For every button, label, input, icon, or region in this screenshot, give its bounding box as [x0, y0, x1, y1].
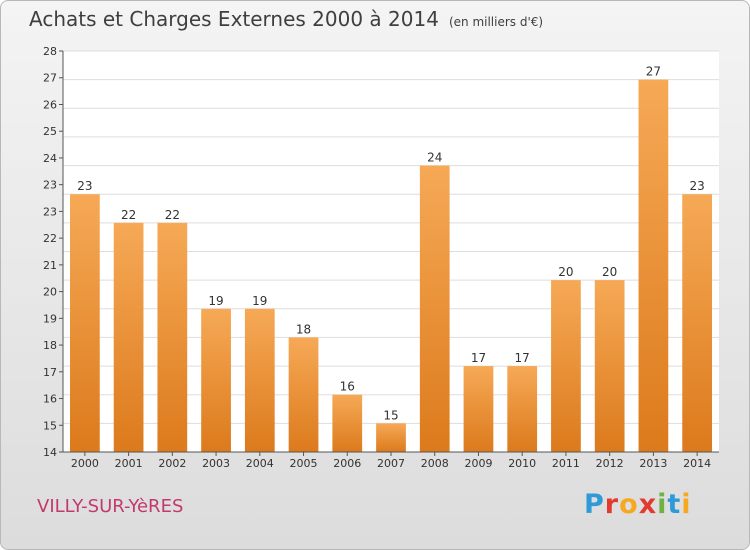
y-tick-label: 16 — [43, 393, 57, 406]
x-tick-label: 2001 — [115, 457, 143, 470]
bar-value-label: 20 — [558, 265, 573, 279]
bar — [419, 165, 450, 453]
bar — [463, 366, 494, 452]
bar-value-label: 23 — [77, 179, 92, 193]
logo-letter: x — [638, 489, 658, 520]
bar — [594, 280, 625, 452]
proxiti-logo: Proxiti — [584, 489, 692, 520]
x-tick-label: 2008 — [421, 457, 449, 470]
y-tick-label: 18 — [43, 339, 57, 352]
y-tick-label: 23 — [43, 205, 57, 218]
x-tick-label: 2013 — [639, 457, 667, 470]
logo-letter: r — [604, 489, 620, 520]
bar-value-label: 20 — [602, 265, 617, 279]
y-tick-label: 23 — [43, 179, 57, 192]
logo-letter: P — [584, 489, 605, 520]
logo-letter: t — [667, 489, 682, 520]
bar-value-label: 22 — [165, 208, 180, 222]
bar — [69, 194, 100, 452]
bar — [244, 308, 275, 452]
bar — [376, 423, 406, 452]
bar-value-label: 15 — [383, 408, 398, 422]
x-tick-label: 2005 — [290, 457, 318, 470]
x-tick-label: 2006 — [333, 457, 361, 470]
bar-value-label: 19 — [208, 294, 223, 308]
commune-name: VILLY-SUR-YèRES — [37, 496, 184, 517]
chart-title: Achats et Charges Externes 2000 à 2014 — [29, 7, 439, 31]
x-tick-label: 2000 — [71, 457, 99, 470]
x-tick-label: 2002 — [158, 457, 186, 470]
y-tick-label: 26 — [43, 98, 57, 111]
y-tick-label: 17 — [43, 366, 57, 379]
x-tick-label: 2009 — [464, 457, 492, 470]
y-tick-label: 28 — [43, 45, 57, 58]
y-tick-label: 27 — [43, 72, 57, 85]
y-tick-label: 25 — [43, 125, 57, 138]
x-tick-label: 2010 — [508, 457, 536, 470]
chart-unit: (en milliers d'€) — [448, 15, 544, 29]
x-tick-label: 2012 — [596, 457, 624, 470]
logo-letter: o — [619, 489, 639, 520]
y-tick-label: 15 — [43, 419, 57, 432]
y-tick-label: 24 — [43, 152, 57, 165]
bar — [682, 194, 713, 452]
bar-value-label: 22 — [121, 208, 136, 222]
x-tick-label: 2004 — [246, 457, 274, 470]
x-tick-label: 2014 — [683, 457, 711, 470]
logo-letter: i — [681, 489, 692, 520]
bar-value-label: 19 — [252, 294, 267, 308]
bar-value-label: 27 — [646, 65, 661, 79]
bar — [157, 222, 188, 452]
bar — [551, 280, 581, 452]
y-tick-label: 14 — [43, 446, 57, 459]
bar — [638, 79, 669, 453]
bar-value-label: 23 — [689, 179, 704, 193]
bar-value-label: 17 — [471, 351, 486, 365]
bar — [332, 394, 363, 452]
y-tick-label: 21 — [43, 259, 57, 272]
bar-value-label: 24 — [427, 151, 442, 165]
bar — [113, 222, 144, 452]
x-tick-label: 2007 — [377, 457, 405, 470]
bar — [288, 337, 319, 452]
y-tick-label: 22 — [43, 232, 57, 245]
y-tick-label: 20 — [43, 286, 57, 299]
y-tick-label: 19 — [43, 312, 57, 325]
bar-value-label: 16 — [340, 380, 355, 394]
bar-value-label: 17 — [515, 351, 530, 365]
bar — [201, 308, 231, 452]
x-tick-label: 2011 — [552, 457, 580, 470]
logo-letter: i — [657, 489, 668, 520]
bar — [507, 366, 538, 452]
x-tick-label: 2003 — [202, 457, 230, 470]
bar-value-label: 18 — [296, 322, 311, 336]
chart-title-block: Achats et Charges Externes 2000 à 2014 (e… — [29, 7, 543, 31]
